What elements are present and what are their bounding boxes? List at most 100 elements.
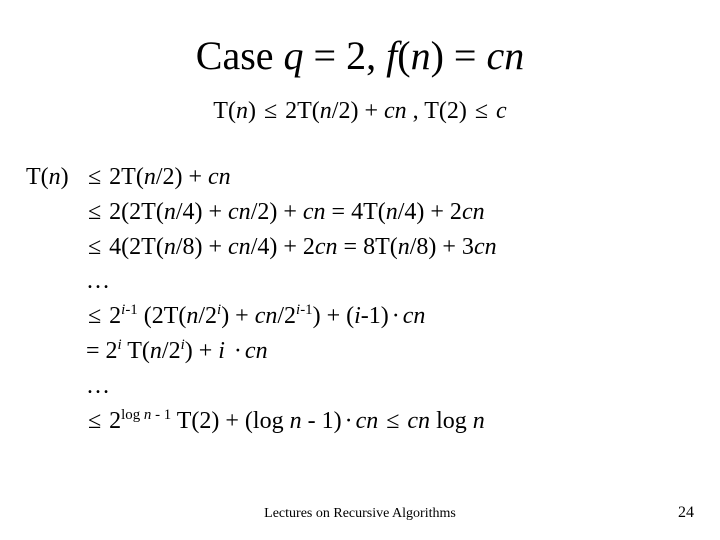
t: /8) + xyxy=(176,234,228,260)
n: n xyxy=(386,199,398,225)
t: -1) xyxy=(361,303,389,329)
eq-text: , T(2) xyxy=(407,98,473,124)
lhs-n: n xyxy=(49,164,61,190)
derivation-line: ≤ 2(2T(n/4) + cn/2) + cn = 4T(n/4) + 2cn xyxy=(86,195,686,230)
n: n xyxy=(144,164,156,190)
t: /2) + xyxy=(251,199,303,225)
n: n xyxy=(290,408,302,434)
derivation-body: T(n) ≤ 2T(n/2) + cn ≤ 2(2T(n/4) + cn/2) … xyxy=(26,160,696,438)
t: 2 xyxy=(103,303,121,329)
eq-text: ) xyxy=(248,98,262,124)
rhs: ≤ 2T(n/2) + cn ≤ 2(2T(n/4) + cn/2) + cn … xyxy=(86,160,686,438)
cn: cn xyxy=(407,408,430,434)
derivation-line: ≤ 4(2T(n/8) + cn/4) + 2cn = 8T(n/8) + 3c… xyxy=(86,230,686,265)
sup-m1: - 1 xyxy=(155,407,171,423)
eq-text: 2T( xyxy=(279,98,320,124)
le-symbol: ≤ xyxy=(86,199,103,225)
cn: cn xyxy=(228,234,251,260)
dot-symbol: · xyxy=(342,408,356,434)
n: n xyxy=(164,234,176,260)
title-n: n xyxy=(411,33,431,78)
ellipsis: … xyxy=(86,373,110,399)
i: i xyxy=(218,338,231,364)
dot-symbol: · xyxy=(389,303,403,329)
cn: cn xyxy=(245,338,268,364)
t: ) + xyxy=(185,338,219,364)
sub-equation: T(n) ≤ 2T(n/2) + cn , T(2) ≤ c xyxy=(0,98,720,125)
t: 2T( xyxy=(103,164,144,190)
cn: cn xyxy=(208,164,231,190)
t: (2T( xyxy=(138,303,187,329)
lhs: T(n) xyxy=(26,160,86,195)
page-number: 24 xyxy=(678,504,694,522)
cn: cn xyxy=(303,199,326,225)
le-symbol: ≤ xyxy=(262,98,279,124)
ellipsis-line: … xyxy=(86,369,686,404)
lhs-text: ) xyxy=(61,164,69,190)
eq-cn: cn xyxy=(384,98,407,124)
sup-n: n xyxy=(144,407,155,423)
dot-symbol: · xyxy=(231,338,245,364)
t: 2(2T( xyxy=(103,199,164,225)
t: T( xyxy=(122,338,150,364)
t: = 4T( xyxy=(326,199,386,225)
t: /4) + 2 xyxy=(398,199,462,225)
sup-m1: -1 xyxy=(300,302,312,318)
eq-n: n xyxy=(320,98,332,124)
title-text: Case xyxy=(196,33,284,78)
eq-text: /2) + xyxy=(332,98,384,124)
n: n xyxy=(150,338,162,364)
t: = 8T( xyxy=(338,234,398,260)
derivation-line: ≤ 2log n - 1 T(2) + (log n - 1)·cn ≤ cn … xyxy=(86,404,686,439)
t: /4) + xyxy=(176,199,228,225)
le-symbol: ≤ xyxy=(86,234,103,260)
t: /2 xyxy=(162,338,181,364)
le-symbol: ≤ xyxy=(86,164,103,190)
t: /4) + 2 xyxy=(251,234,315,260)
n: n xyxy=(164,199,176,225)
derivation-line: = 2i T(n/2i) + i ·cn xyxy=(86,334,686,369)
cn: cn xyxy=(403,303,426,329)
cn: cn xyxy=(474,234,497,260)
title-f: f xyxy=(386,33,397,78)
le-symbol: ≤ xyxy=(473,98,490,124)
ellipsis-line: … xyxy=(86,264,686,299)
eq-text: T( xyxy=(213,98,236,124)
t: ) + xyxy=(221,303,255,329)
eq-c: c xyxy=(496,98,507,124)
le-symbol: ≤ xyxy=(86,408,103,434)
cn: cn xyxy=(255,303,278,329)
eq-n: n xyxy=(236,98,248,124)
t: T(2) + (log xyxy=(171,408,289,434)
title-cn: cn xyxy=(486,33,524,78)
t: /2 xyxy=(277,303,296,329)
footer-text: Lectures on Recursive Algorithms xyxy=(0,506,720,522)
t: - 1) xyxy=(302,408,342,434)
n: n xyxy=(186,303,198,329)
cn: cn xyxy=(356,408,379,434)
t: log xyxy=(430,408,473,434)
title-text: ) = xyxy=(431,33,487,78)
sup: i-1 xyxy=(296,302,313,318)
sup-m1: -1 xyxy=(125,302,137,318)
t: 2 xyxy=(103,408,121,434)
sup: log n - 1 xyxy=(121,407,171,423)
i: i xyxy=(354,303,361,329)
n: n xyxy=(398,234,410,260)
sup-log: log xyxy=(121,407,144,423)
n: n xyxy=(473,408,485,434)
title-text: ( xyxy=(397,33,410,78)
t: /2 xyxy=(198,303,217,329)
cn: cn xyxy=(315,234,338,260)
t: /8) + 3 xyxy=(410,234,474,260)
slide: Case q = 2, f(n) = cn T(n) ≤ 2T(n/2) + c… xyxy=(0,0,720,540)
derivation-line: ≤ 2i-1 (2T(n/2i) + cn/2i-1) + (i-1)·cn xyxy=(86,299,686,334)
cn: cn xyxy=(462,199,485,225)
lhs-text: T( xyxy=(26,164,49,190)
le-symbol: ≤ xyxy=(384,408,401,434)
t: 4(2T( xyxy=(103,234,164,260)
slide-title: Case q = 2, f(n) = cn xyxy=(0,32,720,79)
t: = 2 xyxy=(86,338,118,364)
sup: i-1 xyxy=(121,302,138,318)
title-text: = 2, xyxy=(304,33,387,78)
